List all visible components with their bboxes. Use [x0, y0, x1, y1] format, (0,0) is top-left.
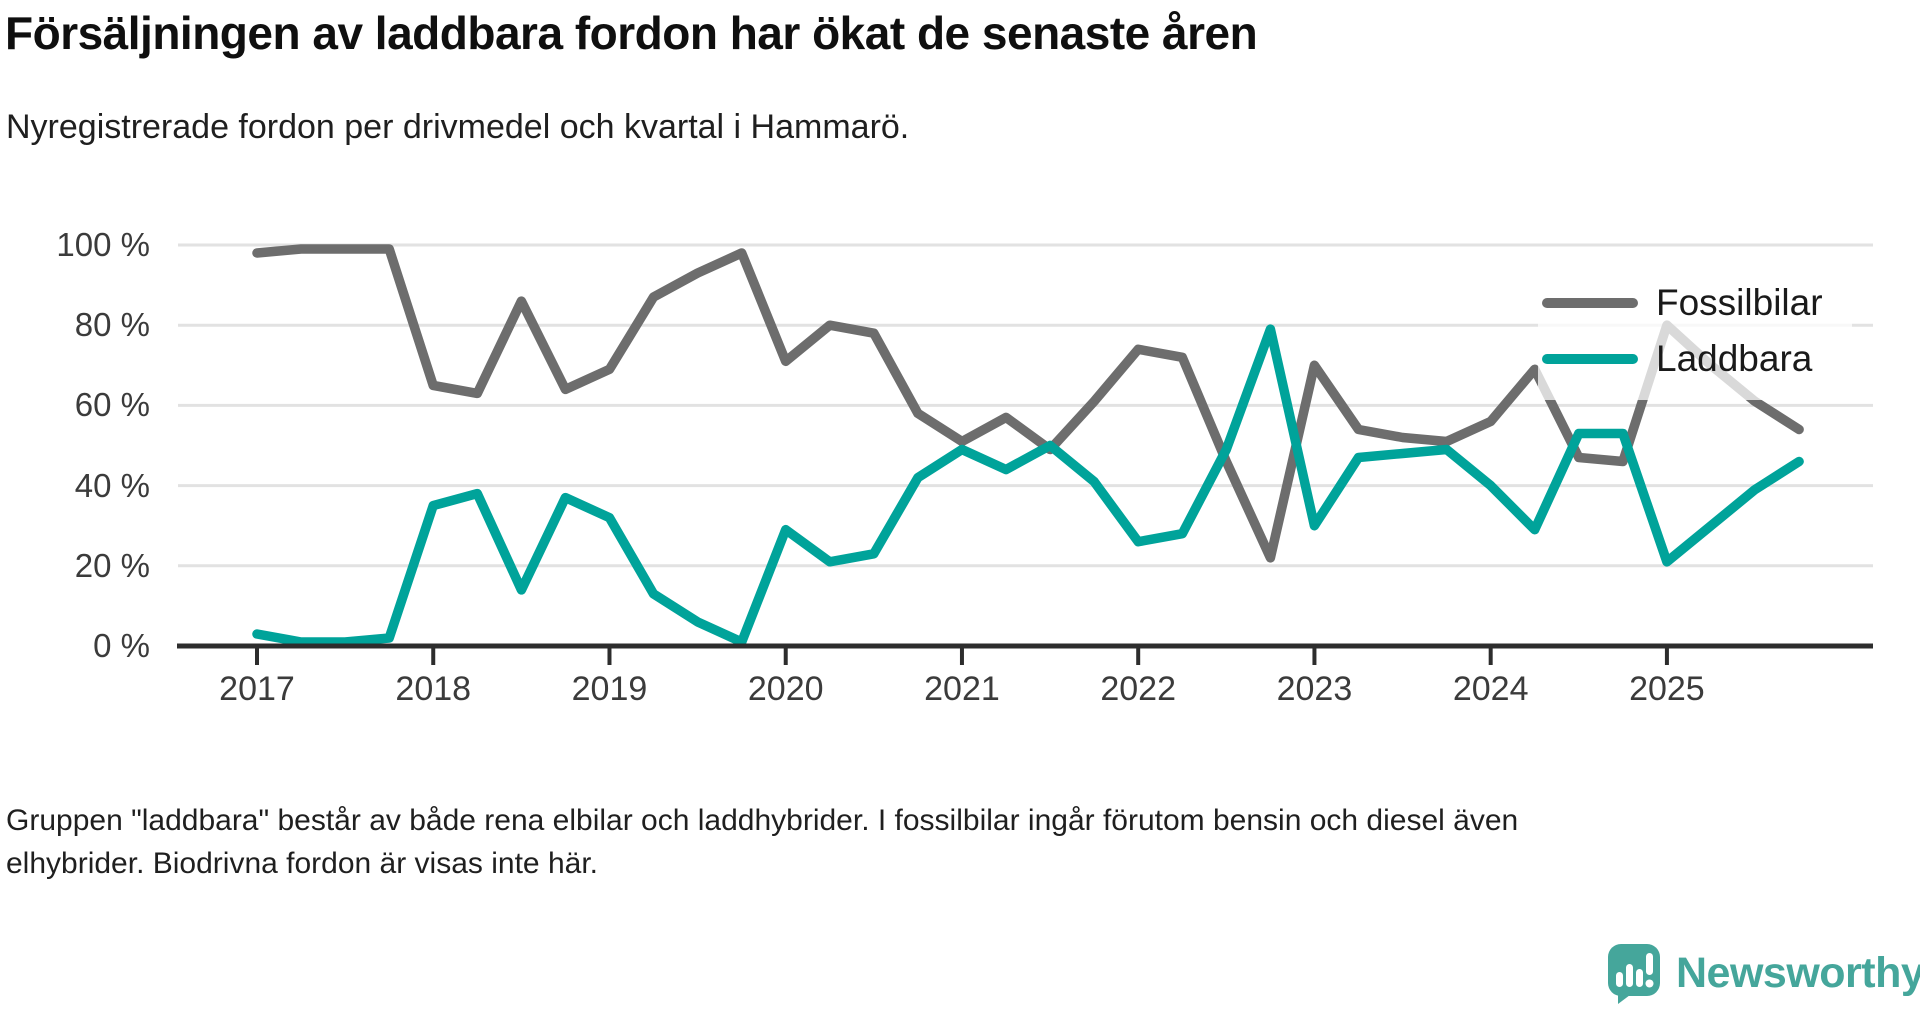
newsworthy-logo: Newsworthy — [1606, 942, 1920, 1004]
x-axis-label-2018: 2018 — [395, 670, 472, 708]
y-axis-label-80: 80 % — [74, 306, 150, 344]
footnote-line-2: elhybrider. Biodrivna fordon är visas in… — [6, 847, 598, 880]
footnote-line-1: Gruppen "laddbara" består av både rena e… — [6, 804, 1519, 837]
legend-label-fossilbilar: Fossilbilar — [1656, 282, 1823, 323]
footnote: Gruppen "laddbara" består av både rena e… — [6, 799, 1896, 885]
legend-background — [1538, 268, 1852, 400]
y-axis-label-100: 100 % — [56, 226, 150, 263]
x-axis-label-2021: 2021 — [924, 670, 1000, 708]
y-axis-label-60: 60 % — [74, 386, 150, 424]
x-axis-label-2024: 2024 — [1452, 670, 1529, 708]
chart-subtitle: Nyregistrerade fordon per drivmedel och … — [6, 108, 910, 146]
y-axis-label-0: 0 % — [93, 627, 150, 664]
x-axis-label-2022: 2022 — [1100, 670, 1176, 708]
legend-label-laddbara: Laddbara — [1656, 338, 1813, 379]
line-chart — [177, 243, 1873, 665]
y-axis-label-20: 20 % — [74, 546, 150, 584]
logo-text: Newsworthy — [1676, 949, 1920, 997]
x-axis-label-2025: 2025 — [1629, 670, 1705, 708]
newsworthy-speech-bubble-chart-icon — [1608, 944, 1660, 1004]
x-axis-label-2023: 2023 — [1276, 670, 1353, 708]
y-axis-label-40: 40 % — [74, 466, 150, 504]
x-axis-label-2020: 2020 — [747, 670, 824, 708]
series-line-laddbara — [252, 324, 1804, 647]
x-axis-label-2019: 2019 — [571, 670, 648, 708]
x-axis-label-2017: 2017 — [219, 670, 295, 708]
chart-title: Försäljningen av laddbara fordon har öka… — [5, 7, 1258, 59]
